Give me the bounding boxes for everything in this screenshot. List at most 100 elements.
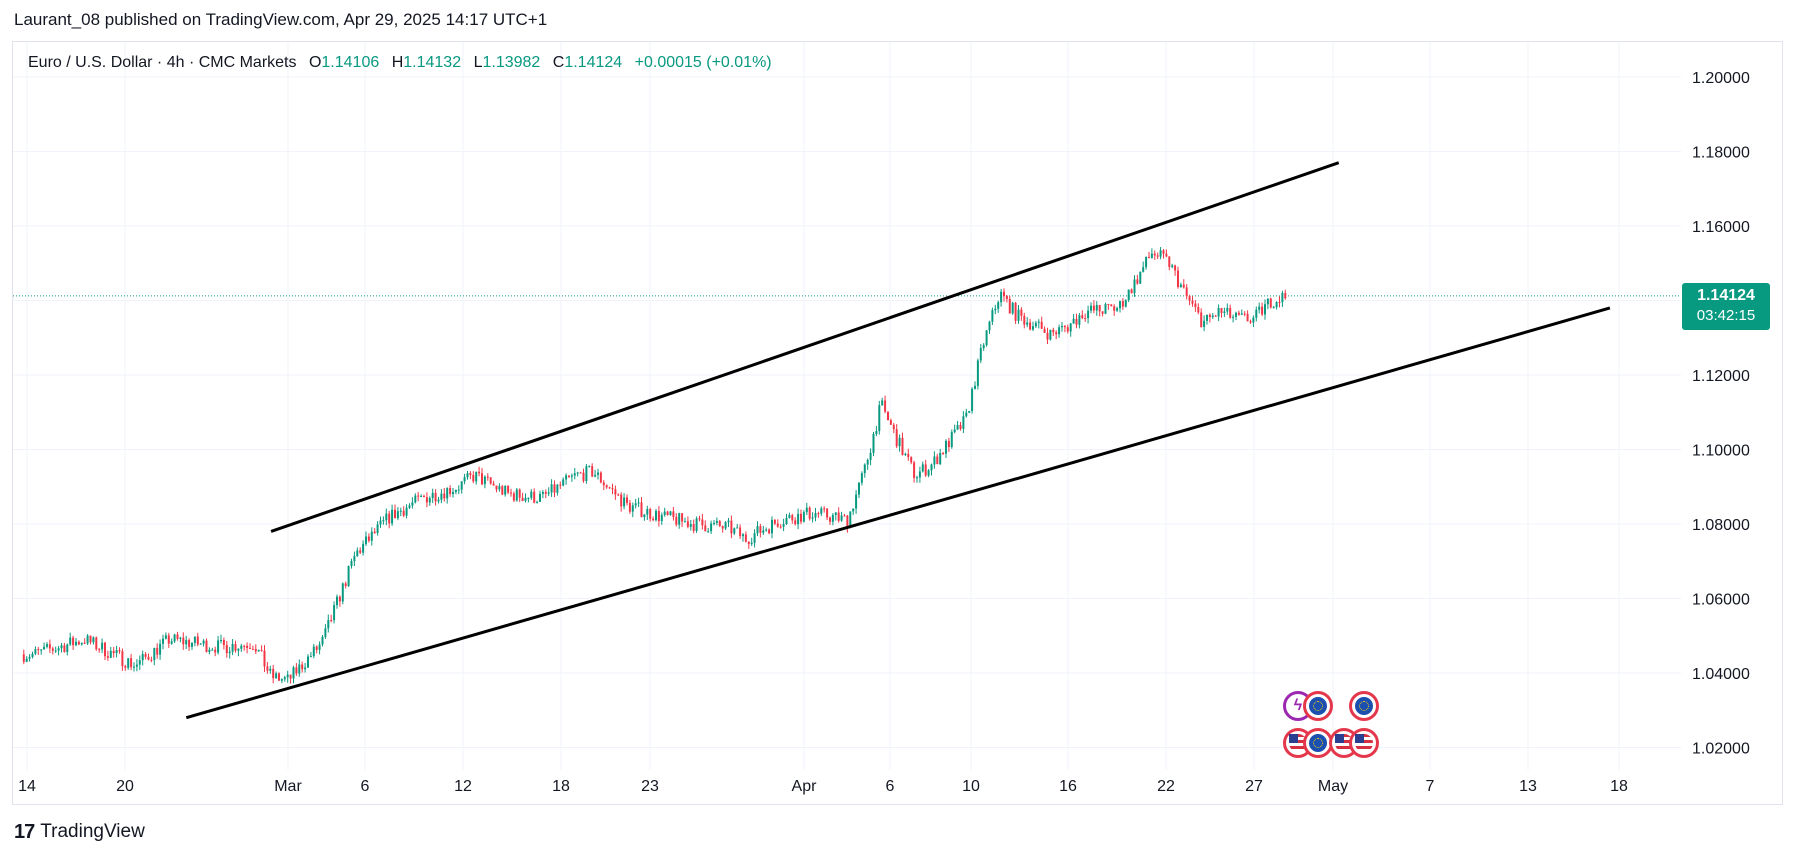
candle-body [826,508,829,518]
candle-body [475,471,478,482]
candle-body [721,526,724,529]
candle-body [341,583,344,602]
candle-body [736,527,739,529]
candle-body [538,493,541,502]
candle-body [704,525,707,532]
candle-body [547,492,550,494]
candle-body [785,517,788,525]
candle-body [147,656,150,660]
candle-body [672,511,675,517]
candle-body [451,491,454,495]
candle-body [718,521,721,527]
candle-body [831,514,834,522]
candle-body [1174,265,1177,271]
candle-body [1113,306,1116,311]
candle-body [878,405,881,432]
candle-body [89,635,92,643]
candle-body [1194,303,1197,308]
candle-body [1162,250,1165,254]
candle-body [1089,305,1092,311]
candle-body [579,472,582,474]
candle-body [1139,271,1142,284]
candle-body [54,650,57,652]
candle-body [921,464,924,472]
candle-body [344,583,347,586]
close-label: C [552,54,565,71]
candle-body [765,529,768,531]
candle-body [936,456,939,465]
candle-body [918,471,921,478]
candle-body [730,520,733,534]
us-flag-icon[interactable] [1349,728,1379,758]
candle-body [237,648,240,651]
candle-body [1049,329,1052,340]
chart-frame[interactable] [12,41,1783,805]
candle-body [837,512,840,521]
candle-body [286,674,289,678]
bar-countdown: 03:42:15 [1696,307,1756,324]
candle-body [927,470,930,476]
candle-body [1072,318,1075,324]
candle-body [797,513,800,525]
tradingview-logo-icon: 17 [14,820,35,843]
tradingview-brand[interactable]: 17 TradingView [14,820,145,844]
candle-body [45,644,48,647]
candle-body [350,561,353,567]
candle-body [843,515,846,517]
candle-body [866,459,869,465]
candle-body [234,643,237,651]
candle-body [156,647,159,655]
candle-body [228,651,231,654]
candle-body [161,638,164,644]
candle-body [712,522,715,524]
candle-body [596,472,599,475]
y-axis-labels: 1.200001.180001.160001.140001.120001.100… [1692,70,1750,758]
candle-body [759,526,762,533]
candle-body [185,639,188,645]
change-value: +0.00015 (+0.01%) [634,54,772,71]
candle-body [225,645,228,654]
candle-body [953,429,956,433]
candle-body [1263,304,1266,315]
x-tick-label: 13 [1519,778,1537,795]
candle-body [1232,316,1235,318]
candle-body [863,464,866,474]
candle-body [269,668,272,671]
candle-body [1176,270,1179,287]
candle-body [1182,284,1185,288]
candle-body [69,637,72,645]
upper-channel-trendline[interactable] [270,161,1340,533]
candle-body [942,453,945,455]
candle-body [1208,314,1211,318]
candle-body [1185,287,1188,297]
candle-body [507,485,510,493]
candle-body [112,650,115,653]
candle-body [402,510,405,516]
candle-body [840,515,843,521]
candle-body [889,420,892,425]
candle-body [1278,301,1281,303]
lower-channel-trendline[interactable] [185,306,1611,720]
candle-body [533,491,536,503]
x-tick-label: 18 [1610,778,1628,795]
candle-body [820,508,823,514]
candle-body [266,666,269,671]
candle-body [1281,293,1284,303]
candle-body [805,507,808,513]
candle-body [901,437,904,455]
candle-body [257,650,260,652]
candle-body [379,520,382,525]
eu-flag-icon[interactable] [1303,691,1333,721]
candle-body [802,512,805,522]
candle-body [1246,313,1249,322]
candle-body [335,596,338,606]
candle-body [60,645,63,649]
candle-body [103,642,106,657]
candle-body [617,494,620,496]
candle-body [1211,315,1214,318]
candle-body [515,489,518,501]
candle-body [1249,321,1252,323]
eu-flag-icon[interactable] [1349,691,1379,721]
symbol-legend: Euro / U.S. Dollar · 4h · CMC Markets O1… [28,54,772,72]
